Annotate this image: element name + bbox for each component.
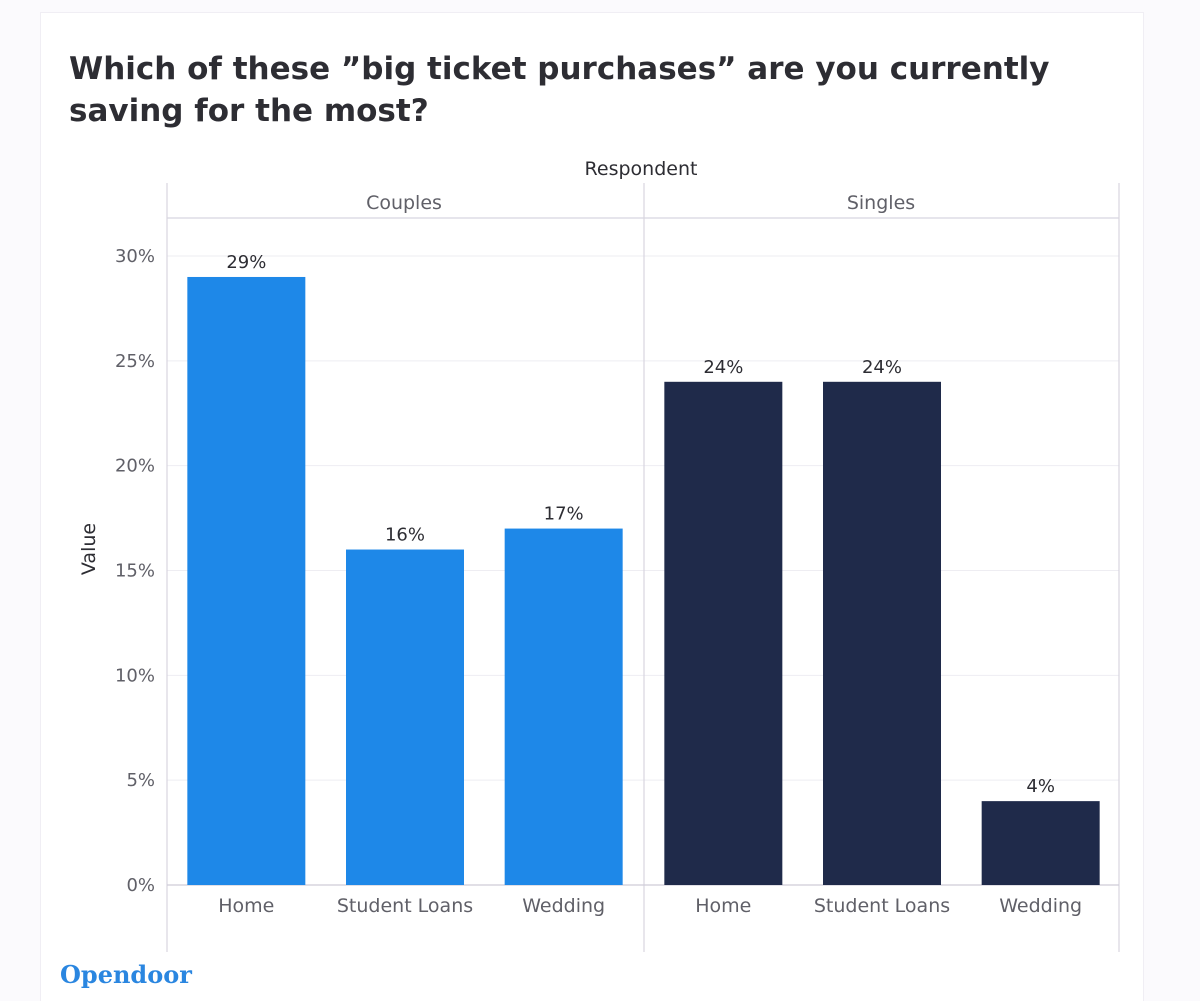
x-tick-label: Wedding: [522, 895, 605, 917]
y-axis-title: Value: [78, 523, 100, 575]
bar: [981, 801, 1100, 885]
y-tick-label: 0%: [126, 875, 155, 896]
panel-header-couples: Couples: [366, 192, 442, 214]
bar: [187, 276, 306, 885]
data-label: 17%: [544, 504, 584, 525]
data-label: 4%: [1026, 776, 1055, 797]
data-label: 24%: [862, 357, 902, 378]
panel-header-singles: Singles: [847, 192, 915, 214]
facet-header-label: Respondent: [585, 158, 698, 180]
y-tick-label: 20%: [115, 456, 155, 477]
opendoor-logo: Opendoor: [60, 960, 192, 989]
x-tick-label: Wedding: [999, 895, 1082, 917]
x-tick-label: Home: [695, 895, 751, 917]
y-tick-label: 15%: [115, 561, 155, 582]
bar: [346, 549, 464, 885]
x-tick-label: Student Loans: [337, 895, 473, 917]
data-label: 16%: [385, 525, 425, 546]
y-tick-label: 5%: [126, 770, 155, 791]
chart-title: Which of these ”big ticket purchases” ar…: [69, 51, 1050, 129]
bar: [823, 381, 941, 885]
y-tick-label: 10%: [115, 665, 155, 686]
x-tick-label: Home: [218, 895, 274, 917]
x-tick-label: Student Loans: [814, 895, 950, 917]
y-tick-label: 25%: [115, 351, 155, 372]
bar: [664, 381, 783, 885]
data-label: 29%: [226, 252, 266, 273]
bar: [504, 528, 623, 885]
y-tick-label: 30%: [115, 246, 155, 267]
data-label: 24%: [703, 357, 743, 378]
